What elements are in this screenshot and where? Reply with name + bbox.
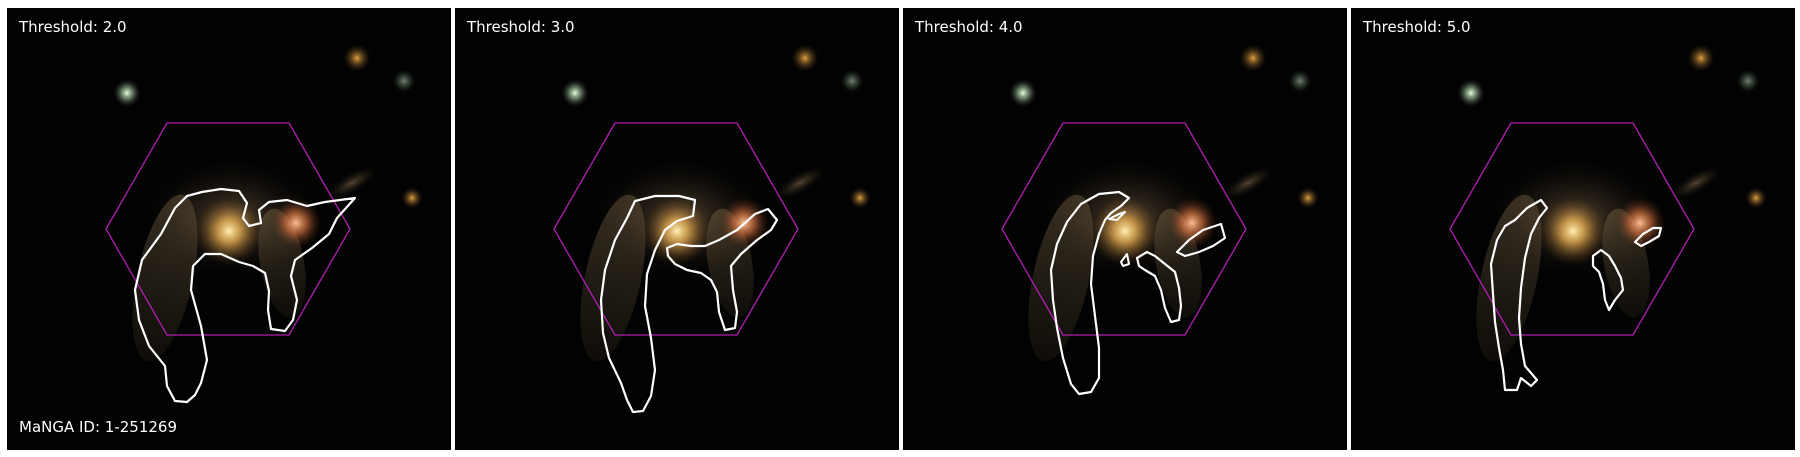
contour-outline [599, 194, 697, 414]
star-faint [1736, 69, 1760, 93]
contour-outline [1108, 211, 1126, 221]
companion-core [1614, 197, 1666, 249]
contour-outline [1489, 198, 1549, 392]
galaxy-core [1539, 197, 1607, 265]
star-orange [343, 44, 371, 72]
star-faint [1288, 69, 1312, 93]
star-orange-small [849, 187, 871, 209]
threshold-label: Threshold: 2.0 [19, 18, 127, 36]
panel-threshold-5: Threshold: 5.0 [1351, 8, 1795, 450]
diffuse-jet [773, 165, 827, 201]
contour-outline [665, 207, 779, 332]
star-faint [840, 69, 864, 93]
galaxy-core [1091, 197, 1159, 265]
contour-outline [1591, 248, 1625, 312]
contour-outline [133, 187, 357, 404]
threshold-label: Threshold: 5.0 [1363, 18, 1471, 36]
panel-threshold-2: Threshold: 2.0 MaNGA ID: 1-251269 [7, 8, 451, 450]
star-faint [392, 69, 416, 93]
galaxy-core [195, 197, 263, 265]
diffuse-jet [1669, 165, 1723, 201]
star-orange [791, 44, 819, 72]
companion-core [270, 197, 322, 249]
star-orange [1239, 44, 1267, 72]
star-orange-small [1745, 187, 1767, 209]
galaxy-image [455, 8, 899, 450]
panel-threshold-4: Threshold: 4.0 [903, 8, 1347, 450]
contour-outline [1135, 250, 1183, 324]
contour-outline [1633, 226, 1663, 248]
manga-id-label: MaNGA ID: 1-251269 [19, 418, 178, 436]
star-orange-small [401, 187, 423, 209]
star-green [113, 79, 141, 107]
ifu-hexagon [553, 122, 799, 336]
star-green [1457, 79, 1485, 107]
star-orange-small [1297, 187, 1319, 209]
star-green [1009, 79, 1037, 107]
contour-outline [1120, 253, 1130, 267]
galaxy-image [7, 8, 451, 450]
ifu-hexagon [1001, 122, 1247, 336]
galaxy-image [1351, 8, 1795, 450]
galaxy-image [903, 8, 1347, 450]
diffuse-jet [325, 165, 379, 201]
threshold-label: Threshold: 3.0 [467, 18, 575, 36]
threshold-label: Threshold: 4.0 [915, 18, 1023, 36]
star-orange [1687, 44, 1715, 72]
panel-threshold-3: Threshold: 3.0 [455, 8, 899, 450]
star-green [561, 79, 589, 107]
ifu-hexagon [105, 122, 351, 336]
diffuse-jet [1221, 165, 1275, 201]
contour-outline [1175, 222, 1227, 258]
ifu-hexagon [1449, 122, 1695, 336]
contour-outline [1049, 190, 1131, 396]
companion-core [1166, 197, 1218, 249]
